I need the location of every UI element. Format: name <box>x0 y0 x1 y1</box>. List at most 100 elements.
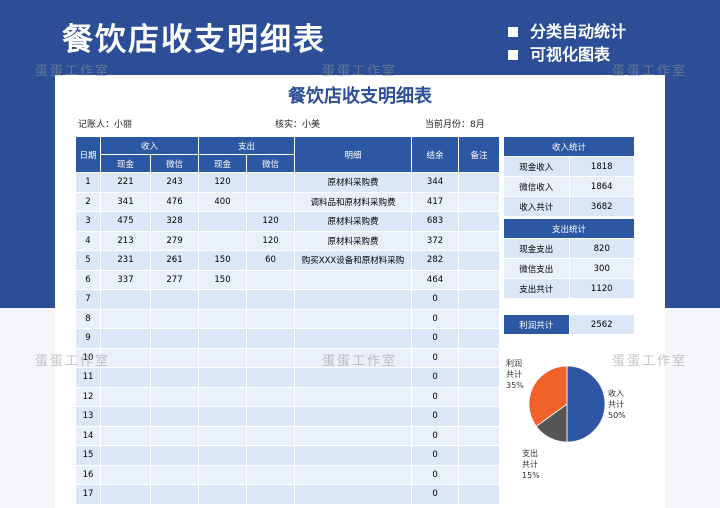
slice-label: 收入共计 50% <box>608 388 628 421</box>
cell: 417 <box>411 191 460 212</box>
cell <box>458 191 501 212</box>
cell <box>294 269 413 290</box>
cell <box>149 386 200 407</box>
summary-row: 支出共计 1120 <box>503 278 635 299</box>
summary-header: 收入统计 <box>503 136 635 157</box>
cell: 0 <box>411 406 460 427</box>
slice-name: 收入共计 <box>608 389 624 409</box>
header-cell: 收入 <box>99 136 200 155</box>
cell <box>100 289 151 310</box>
cell <box>149 347 200 368</box>
cell <box>246 191 296 212</box>
data-row: 4 213 279 120 原材料采购费 372 <box>75 230 501 251</box>
cell <box>246 406 296 427</box>
header-cell: 备注 <box>458 136 501 173</box>
cell <box>294 386 413 407</box>
slice-percent: 35% <box>506 381 524 390</box>
cell <box>294 464 413 485</box>
slice-label: 支出共计 15% <box>522 448 542 481</box>
cell: 17 <box>75 484 101 505</box>
slice-percent: 50% <box>608 411 626 420</box>
cell: 0 <box>411 308 460 329</box>
profit-label: 利润共计 <box>503 314 570 335</box>
cell: 调料品和原材料采购费 <box>294 191 413 212</box>
cell: 原材料采购费 <box>294 211 413 232</box>
cell <box>149 406 200 427</box>
summary-value: 3682 <box>568 196 635 217</box>
data-row: 14 0 <box>75 425 501 446</box>
data-row: 1 221 243 120 原材料采购费 344 <box>75 172 501 193</box>
cell <box>458 425 501 446</box>
cell: 475 <box>100 211 151 232</box>
cell: 8 <box>75 308 101 329</box>
cell: 0 <box>411 425 460 446</box>
cell <box>198 230 248 251</box>
cell: 120 <box>246 230 296 251</box>
cell <box>246 308 296 329</box>
header-cell: 结余 <box>411 136 460 173</box>
header-cell: 支出 <box>198 136 296 155</box>
summary-value: 300 <box>568 258 635 279</box>
cell: 9 <box>75 328 101 349</box>
summary-value: 1818 <box>568 156 635 177</box>
pie-chart <box>528 365 606 443</box>
cell <box>100 308 151 329</box>
cell <box>198 425 248 446</box>
cell <box>198 328 248 349</box>
profit-table: 利润共计 2562 <box>503 314 635 335</box>
cell <box>149 464 200 485</box>
cell <box>458 230 501 251</box>
cell <box>294 289 413 310</box>
banner-title: 餐饮店收支明细表 <box>62 22 326 58</box>
cell <box>458 308 501 329</box>
cell: 11 <box>75 367 101 388</box>
cell <box>198 211 248 232</box>
cell: 150 <box>198 250 248 271</box>
header-cell: 现金 <box>100 154 151 173</box>
slice-name: 利润共计 <box>506 359 522 379</box>
cell <box>458 289 501 310</box>
cell <box>458 484 501 505</box>
ledger-table: 日期 收入 支出 明细 结余 备注 现金 微信 现金 微信 1 221 243 120 原材料采购费 344 2… <box>75 136 501 505</box>
cell <box>294 308 413 329</box>
cell: 原材料采购费 <box>294 230 413 251</box>
cell: 0 <box>411 367 460 388</box>
cell <box>100 367 151 388</box>
cell: 2 <box>75 191 101 212</box>
summary-row: 现金支出 820 <box>503 238 635 259</box>
feature: 分类自动统计 <box>508 18 626 42</box>
cell <box>100 425 151 446</box>
cell <box>246 484 296 505</box>
slice-name: 支出共计 <box>522 449 538 469</box>
cell: 341 <box>100 191 151 212</box>
cell <box>246 172 296 193</box>
cell: 120 <box>246 211 296 232</box>
data-row: 13 0 <box>75 406 501 427</box>
cell <box>198 386 248 407</box>
header-row: 现金 微信 现金 微信 <box>76 154 500 173</box>
watermark: 蛋蛋工作室 <box>612 64 688 79</box>
cell <box>198 464 248 485</box>
watermark: 蛋蛋工作室 <box>35 64 111 79</box>
cell <box>458 386 501 407</box>
cell <box>198 406 248 427</box>
profit-row: 利润共计 2562 <box>503 314 635 335</box>
cell: 337 <box>100 269 151 290</box>
summary-label: 微信收入 <box>503 176 570 197</box>
cell <box>100 328 151 349</box>
cell: 0 <box>411 328 460 349</box>
data-row: 12 0 <box>75 386 501 407</box>
header-cell: 现金 <box>198 154 248 173</box>
cell: 3 <box>75 211 101 232</box>
cell: 683 <box>411 211 460 232</box>
cell: 120 <box>198 172 248 193</box>
data-row: 15 0 <box>75 445 501 466</box>
cell <box>458 211 501 232</box>
cell <box>294 445 413 466</box>
cell: 221 <box>100 172 151 193</box>
cell <box>246 269 296 290</box>
cell: 12 <box>75 386 101 407</box>
cell <box>149 445 200 466</box>
